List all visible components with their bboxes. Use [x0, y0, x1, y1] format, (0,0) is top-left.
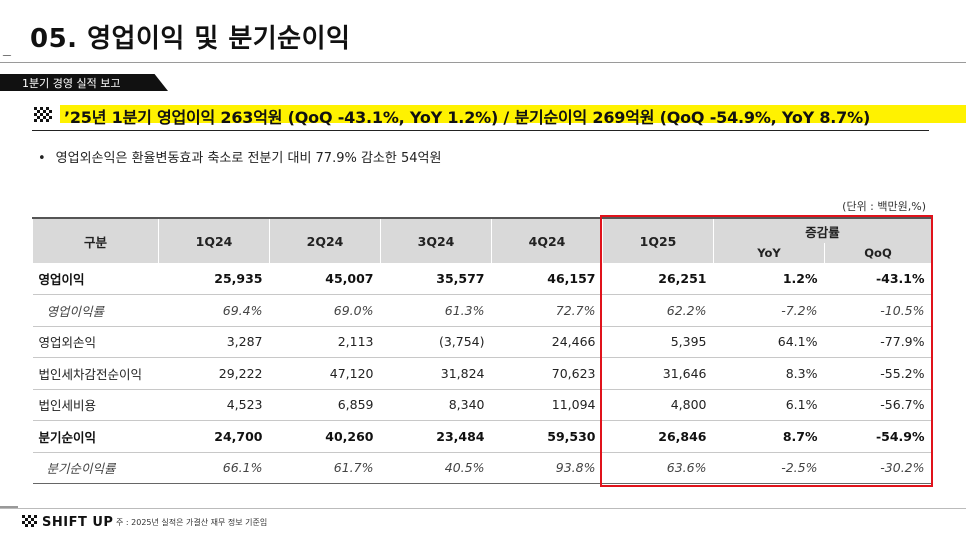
table-cell: 61.7% [269, 452, 381, 484]
table-cell: 31,646 [602, 357, 714, 390]
table-cell: 93.8% [491, 452, 603, 484]
table-cell: 46,157 [491, 263, 603, 295]
checkered-flag-icon [34, 107, 52, 122]
footer-accent [0, 506, 18, 509]
financial-table: 구분 1Q24 2Q24 3Q24 4Q24 1Q25 증감률 YoY QoQ … [32, 217, 933, 484]
table-cell: -55.2% [824, 357, 932, 390]
table-cell: 64.1% [713, 326, 825, 358]
table-cell: -2.5% [713, 452, 825, 484]
table-cell: 6,859 [269, 389, 381, 421]
table-cell: 59,530 [491, 420, 603, 453]
table-cell: 69.4% [158, 294, 270, 327]
table-row: 법인세차감전순이익 29,222 47,120 31,824 70,623 31,646 8… [32, 357, 932, 390]
table-cell: 26,251 [602, 263, 714, 295]
table-cell: 2,113 [269, 326, 381, 358]
table-cell: (3,754) [380, 326, 492, 358]
table-cell: 61.3% [380, 294, 492, 327]
header-change-group: 증감률 [712, 218, 933, 243]
row-label: 영업이익 [32, 263, 159, 295]
table-row: 법인세비용 4,523 6,859 8,340 11,094 4,800 6.1% -56.7… [32, 389, 932, 421]
headline-divider [32, 130, 929, 131]
table-cell: 62.2% [602, 294, 714, 327]
table-row: 영업외손익 3,287 2,113 (3,754) 24,466 5,395 64.1% -7… [32, 326, 932, 358]
table-cell: 66.1% [158, 452, 270, 484]
row-label: 법인세비용 [32, 389, 159, 421]
table-cell: 40,260 [269, 420, 381, 453]
header-label: 구분 [32, 218, 159, 263]
header-period: 3Q24 [380, 218, 492, 263]
table-cell: 31,824 [380, 357, 492, 390]
table-cell: 5,395 [602, 326, 714, 358]
table-cell: 1.2% [713, 263, 825, 295]
table-row: 영업이익 25,935 45,007 35,577 46,157 26,251 1.2% -4… [32, 263, 932, 295]
footnote: 주 : 2025년 실적은 가결산 재무 정보 기준임 [116, 518, 268, 527]
table-cell: 3,287 [158, 326, 270, 358]
table-cell: 4,800 [602, 389, 714, 421]
table-cell: 45,007 [269, 263, 381, 295]
table-cell: -77.9% [824, 326, 932, 358]
table-cell: -7.2% [713, 294, 825, 327]
page-title: 05. 영업이익 및 분기순이익 [30, 24, 351, 54]
bullet-text: 영업외손익은 환율변동효과 축소로 전분기 대비 77.9% 감소한 54억원 [55, 151, 442, 166]
table-cell: 4,523 [158, 389, 270, 421]
section-tab-label: 1분기 경영 실적 보고 [22, 77, 121, 90]
header-qoq: QoQ [823, 243, 933, 263]
header-yoy: YoY [713, 243, 825, 263]
table-cell: 8.3% [713, 357, 825, 390]
table-cell: 69.0% [269, 294, 381, 327]
table-row: 분기순이익률 66.1% 61.7% 40.5% 93.8% 63.6% -2.5% -30.… [32, 452, 932, 484]
table-cell: -43.1% [824, 263, 932, 295]
table-cell: 70,623 [491, 357, 603, 390]
headline: ’25년 1분기 영업이익 263억원 (QoQ -43.1%, YoY 1.2… [32, 104, 966, 128]
row-label: 분기순이익률 [32, 452, 159, 484]
table-cell: -54.9% [824, 420, 932, 453]
table-cell: 11,094 [491, 389, 603, 421]
unit-label: (단위 : 백만원,%) [842, 200, 926, 213]
table-cell: 26,846 [602, 420, 714, 453]
table-row: 분기순이익 24,700 40,260 23,484 59,530 26,846 8.7% -… [32, 420, 932, 453]
row-label: 영업외손익 [32, 326, 159, 358]
footer-divider [0, 508, 966, 509]
table-cell: 72.7% [491, 294, 603, 327]
table-cell: 47,120 [269, 357, 381, 390]
table-cell: 63.6% [602, 452, 714, 484]
table-cell: 24,466 [491, 326, 603, 358]
table-cell: 8.7% [713, 420, 825, 453]
logo: SHIFT UP [22, 514, 113, 530]
table-cell: 6.1% [713, 389, 825, 421]
table-cell: 35,577 [380, 263, 492, 295]
table-cell: 23,484 [380, 420, 492, 453]
table-cell: -56.7% [824, 389, 932, 421]
row-label: 영업이익률 [32, 294, 159, 327]
table-cell: 29,222 [158, 357, 270, 390]
header-period: 1Q25 [602, 218, 714, 263]
row-label: 법인세차감전순이익 [32, 357, 159, 390]
shift-up-logo-icon [22, 515, 37, 527]
bullet-note: • 영업외손익은 환율변동효과 축소로 전분기 대비 77.9% 감소한 54억원 [38, 147, 441, 166]
bullet-marker: • [38, 151, 46, 166]
header-period: 4Q24 [491, 218, 603, 263]
title-divider [0, 62, 966, 63]
table-cell: 40.5% [380, 452, 492, 484]
header-period: 1Q24 [158, 218, 270, 263]
header-period: 2Q24 [269, 218, 381, 263]
table-row: 영업이익률 69.4% 69.0% 61.3% 72.7% 62.2% -7.2% -10.5… [32, 294, 932, 327]
table-cell: 8,340 [380, 389, 492, 421]
table-cell: -30.2% [824, 452, 932, 484]
headline-highlight [60, 105, 966, 123]
section-tab: 1분기 경영 실적 보고 [0, 74, 168, 91]
headline-text: ’25년 1분기 영업이익 263억원 (QoQ -43.1%, YoY 1.2… [64, 108, 871, 127]
row-label: 분기순이익 [32, 420, 159, 453]
table-cell: 25,935 [158, 263, 270, 295]
table-cell: 24,700 [158, 420, 270, 453]
logo-text: SHIFT UP [42, 514, 114, 530]
table-cell: -10.5% [824, 294, 932, 327]
